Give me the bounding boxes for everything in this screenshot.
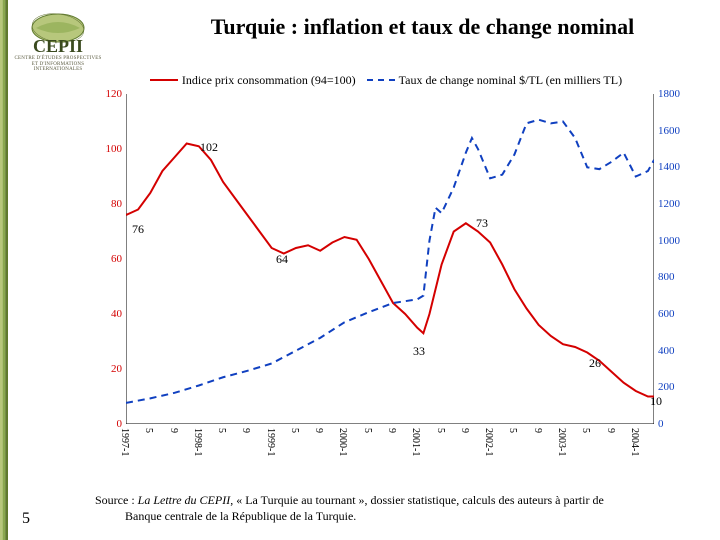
y-axis-right-labels: 020040060080010001200140016001800: [656, 94, 690, 424]
chart-container: Indice prix consommation (94=100) Taux d…: [90, 70, 690, 470]
annotation-label: 33: [413, 344, 425, 359]
page-number: 5: [22, 510, 30, 528]
left-accent-bar: [0, 0, 8, 540]
legend-item-fx: Taux de change nominal $/TL (en milliers…: [367, 73, 622, 88]
slide: CEPII CENTRE D'ÉTUDES PROSPECTIVES ET D'…: [0, 0, 720, 540]
y-axis-left-labels: 020406080100120: [90, 94, 124, 424]
source-line-2: Banque centrale de la République de la T…: [95, 508, 700, 524]
source-text: Source : La Lettre du CEPII, « La Turqui…: [95, 492, 700, 524]
bar-stripe-2: [3, 0, 6, 540]
annotations-layer: 761026433732610: [126, 94, 654, 424]
cepii-logo: CEPII: [14, 10, 102, 58]
annotation-label: 76: [132, 222, 144, 237]
slide-title: Turquie : inflation et taux de change no…: [145, 14, 700, 40]
chart-legend: Indice prix consommation (94=100) Taux d…: [90, 70, 690, 92]
bar-stripe-1: [0, 0, 3, 540]
svg-text:CEPII: CEPII: [33, 36, 83, 56]
legend-swatch-cpi: [150, 79, 178, 81]
legend-label-fx: Taux de change nominal $/TL (en milliers…: [399, 73, 622, 88]
legend-swatch-fx: [367, 79, 395, 81]
annotation-label: 26: [589, 356, 601, 371]
bar-stripe-3: [5, 0, 8, 540]
annotation-label: 73: [476, 216, 488, 231]
source-line-1: Source : La Lettre du CEPII, « La Turqui…: [95, 493, 604, 507]
annotation-label: 64: [276, 252, 288, 267]
legend-item-cpi: Indice prix consommation (94=100): [150, 73, 356, 88]
logo-subtitle: CENTRE D'ÉTUDES PROSPECTIVES ET D'INFORM…: [14, 56, 102, 73]
annotation-label: 10: [650, 394, 662, 409]
x-axis-labels: 1997-1591998-1591999-1592000-1592001-159…: [126, 426, 654, 470]
legend-label-cpi: Indice prix consommation (94=100): [182, 73, 356, 88]
annotation-label: 102: [200, 140, 218, 155]
